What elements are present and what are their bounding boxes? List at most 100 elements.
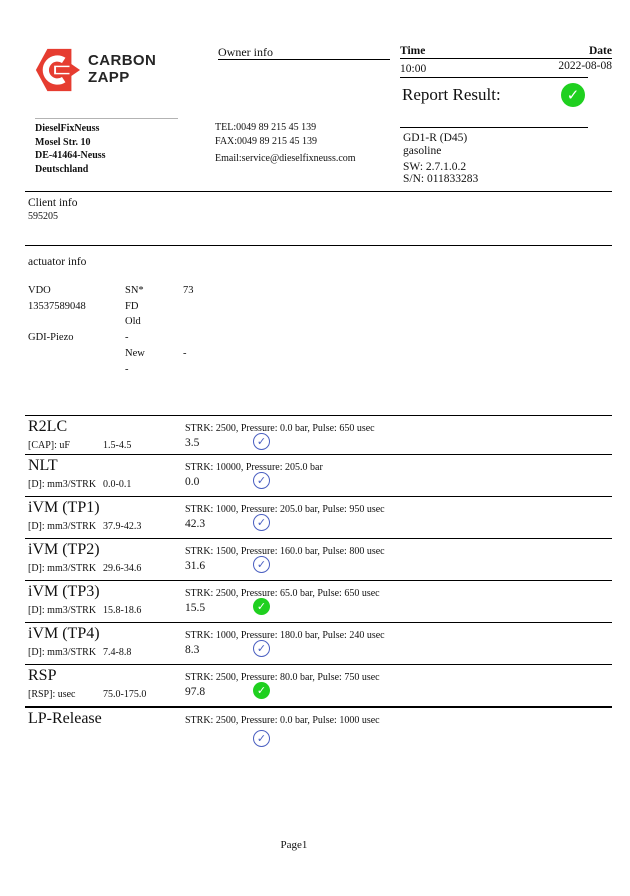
actuator-info-label: actuator info	[28, 256, 87, 268]
test-section: LP-Release STRK: 2500, Pressure: 0.0 bar…	[25, 706, 612, 768]
status-check-icon: ✓	[253, 640, 270, 657]
test-name: NLT	[28, 457, 58, 474]
test-results-table: R2LC STRK: 2500, Pressure: 0.0 bar, Puls…	[25, 415, 612, 768]
test-section: iVM (TP2) STRK: 1500, Pressure: 160.0 ba…	[25, 538, 612, 580]
test-parameters: STRK: 2500, Pressure: 80.0 bar, Pulse: 7…	[185, 672, 380, 683]
client-id: 595205	[28, 211, 58, 222]
test-unit-label: [D]: mm3/STRK	[28, 521, 97, 532]
owner-fax: FAX:0049 89 215 45 139	[215, 136, 318, 147]
test-section: R2LC STRK: 2500, Pressure: 0.0 bar, Puls…	[25, 415, 612, 454]
machine-software: SW: 2.7.1.0.2	[403, 161, 467, 173]
test-value: 42.3	[185, 518, 206, 530]
status-check-icon: ✓	[253, 514, 270, 531]
test-name: iVM (TP1)	[28, 499, 100, 516]
actuator-cell: 73	[183, 285, 194, 296]
actuator-cell	[183, 299, 328, 315]
test-unit-label: [CAP]: uF	[28, 440, 70, 451]
actuator-cell: VDO	[28, 285, 51, 296]
test-range: 15.8-18.6	[103, 605, 142, 616]
test-range: 1.5-4.5	[103, 440, 132, 451]
test-name: RSP	[28, 667, 57, 684]
actuator-cell: New	[125, 347, 145, 359]
owner-street: Mosel Str. 10	[35, 136, 91, 148]
owner-tel: TEL:0049 89 215 45 139	[215, 122, 317, 133]
actuator-cell	[183, 362, 328, 378]
test-unit-label: [RSP]: usec	[28, 689, 76, 700]
test-name: LP-Release	[28, 710, 102, 727]
actuator-cell: Old	[125, 316, 141, 328]
test-parameters: STRK: 2500, Pressure: 0.0 bar, Pulse: 10…	[185, 715, 380, 726]
machine-model: GD1-R (D45)	[403, 132, 468, 144]
owner-country: Deutschland	[35, 163, 89, 175]
time-value: 10:00	[400, 63, 427, 75]
status-check-icon: ✓	[253, 730, 270, 747]
test-parameters: STRK: 2500, Pressure: 65.0 bar, Pulse: 6…	[185, 588, 380, 599]
test-value: 97.8	[185, 686, 206, 698]
time-underline	[400, 77, 588, 78]
owner-city: DE-41464-Neuss	[35, 150, 106, 161]
actuator-cell: -	[125, 363, 129, 375]
test-range: 37.9-42.3	[103, 521, 142, 532]
time-date-divider	[400, 58, 612, 59]
actuator-cell	[28, 314, 125, 330]
test-parameters: STRK: 10000, Pressure: 205.0 bar	[185, 462, 323, 473]
section-divider	[25, 191, 612, 192]
page-number: Page1	[280, 839, 308, 851]
test-parameters: STRK: 1000, Pressure: 180.0 bar, Pulse: …	[185, 630, 385, 641]
actuator-cell: -	[183, 347, 187, 359]
brand-name-line2: ZAPP	[88, 68, 130, 86]
test-section: RSP STRK: 2500, Pressure: 80.0 bar, Puls…	[25, 664, 612, 706]
test-unit-label: [D]: mm3/STRK	[28, 647, 97, 658]
test-parameters: STRK: 1500, Pressure: 160.0 bar, Pulse: …	[185, 546, 385, 557]
actuator-cell: SN*	[125, 285, 144, 296]
owner-address: DieselFixNeuss Mosel Str. 10 DE-41464-Ne…	[35, 122, 106, 176]
test-section: iVM (TP4) STRK: 1000, Pressure: 180.0 ba…	[25, 622, 612, 664]
status-check-icon: ✓	[253, 598, 270, 615]
test-value: 31.6	[185, 560, 206, 572]
machine-serial: S/N: 011833283	[403, 173, 479, 185]
report-result-label: Report Result:	[402, 85, 501, 104]
test-section: NLT STRK: 10000, Pressure: 205.0 bar [D]…	[25, 454, 612, 496]
test-section: iVM (TP1) STRK: 1000, Pressure: 205.0 ba…	[25, 496, 612, 538]
actuator-table: VDO SN* 73 13537589048 FD Old GDI-Piezo - New - -	[28, 283, 328, 377]
actuator-cell: GDI-Piezo	[28, 332, 74, 344]
test-value: 0.0	[185, 476, 200, 488]
owner-email: Email:service@dieselfixneuss.com	[215, 153, 356, 164]
test-section: iVM (TP3) STRK: 2500, Pressure: 65.0 bar…	[25, 580, 612, 622]
test-unit-label: [D]: mm3/STRK	[28, 605, 97, 616]
time-label: Time	[400, 45, 426, 57]
test-name: iVM (TP3)	[28, 583, 100, 600]
report-result-check-icon: ✓	[561, 83, 585, 107]
test-value: 8.3	[185, 644, 200, 656]
actuator-cell	[183, 314, 328, 330]
test-name: iVM (TP4)	[28, 625, 100, 642]
address-divider	[35, 118, 178, 119]
actuator-cell	[28, 346, 125, 362]
test-name: iVM (TP2)	[28, 541, 100, 558]
owner-company: DieselFixNeuss	[35, 123, 100, 134]
test-range: 29.6-34.6	[103, 563, 142, 574]
actuator-cell: -	[125, 332, 129, 344]
test-unit-label: [D]: mm3/STRK	[28, 479, 97, 490]
test-unit-label: [D]: mm3/STRK	[28, 563, 97, 574]
actuator-cell	[28, 362, 125, 378]
date-label: Date	[589, 45, 612, 57]
test-name: R2LC	[28, 418, 68, 435]
test-range: 7.4-8.8	[103, 647, 132, 658]
section-divider	[25, 245, 612, 246]
machine-fuel: gasoline	[403, 145, 442, 157]
machine-divider	[400, 127, 588, 128]
status-check-icon: ✓	[253, 682, 270, 699]
status-check-icon: ✓	[253, 556, 270, 573]
test-parameters: STRK: 2500, Pressure: 0.0 bar, Pulse: 65…	[185, 423, 375, 434]
test-range: 75.0-175.0	[103, 689, 147, 700]
test-range: 0.0-0.1	[103, 479, 132, 490]
brand-name: CARBON ZAPP	[88, 52, 157, 86]
actuator-cell: FD	[125, 300, 139, 312]
actuator-cell	[183, 330, 328, 346]
brand-name-line1: CARBON	[88, 52, 157, 69]
test-value: 15.5	[185, 602, 206, 614]
status-check-icon: ✓	[253, 433, 270, 450]
client-info-label: Client info	[28, 197, 78, 209]
